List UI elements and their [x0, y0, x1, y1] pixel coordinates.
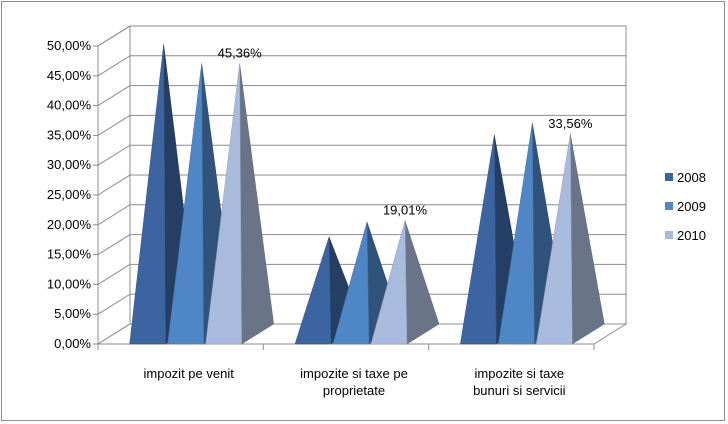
gridline: [97, 114, 626, 136]
pyramid-2009-cat3-front: [498, 122, 535, 345]
y-tick-label: 30,00%: [47, 157, 92, 172]
pyramid-2008-cat2-front: [294, 236, 332, 345]
y-tick-label: 20,00%: [47, 217, 92, 232]
gridline: [97, 144, 626, 166]
gridline: [97, 263, 626, 285]
legend-label-2010: 2010: [677, 228, 706, 243]
data-label: 45,36%: [218, 46, 263, 61]
category-label: impozit pe venit: [144, 366, 235, 381]
y-tick-label: 10,00%: [47, 276, 92, 291]
gridline: [97, 234, 626, 256]
category-label: bunuri si servicii: [473, 383, 566, 398]
category-label: impozite si taxe pe: [300, 366, 408, 381]
y-tick-label: 0,00%: [54, 336, 91, 351]
y-tick-label: 40,00%: [47, 98, 92, 113]
gridline: [97, 293, 626, 315]
data-label: 19,01%: [383, 203, 428, 218]
pyramid-2008-cat1-front: [129, 44, 166, 345]
legend-label-2008: 2008: [677, 170, 706, 185]
category-label: proprietate: [323, 383, 385, 398]
gridline: [97, 55, 626, 77]
gridline: [97, 204, 626, 226]
gridline: [97, 25, 626, 47]
category-label: impozite si taxe: [475, 366, 565, 381]
data-label: 33,56%: [548, 116, 593, 131]
pyramid-2010-cat2-front: [370, 220, 408, 345]
y-tick-label: 45,00%: [47, 68, 92, 83]
legend-label-2009: 2009: [677, 199, 706, 214]
legend-swatch-2008: [665, 173, 673, 181]
gridline: [97, 174, 626, 196]
y-tick-label: 15,00%: [47, 247, 92, 262]
legend-swatch-2010: [665, 231, 673, 239]
legend-swatch-2009: [665, 202, 673, 210]
pyramid-2008-cat3-front: [460, 134, 497, 345]
gridline: [97, 85, 626, 107]
y-tick-label: 5,00%: [54, 306, 91, 321]
pyramid-2009-cat1-front: [167, 63, 204, 345]
pyramid-2010-cat1-front: [205, 63, 242, 345]
y-tick-label: 50,00%: [47, 38, 92, 53]
y-tick-label: 35,00%: [47, 127, 92, 142]
pyramid-2010-cat3-front: [536, 133, 573, 345]
pyramid-2009-cat2-front: [332, 221, 370, 345]
y-tick-label: 25,00%: [47, 187, 92, 202]
